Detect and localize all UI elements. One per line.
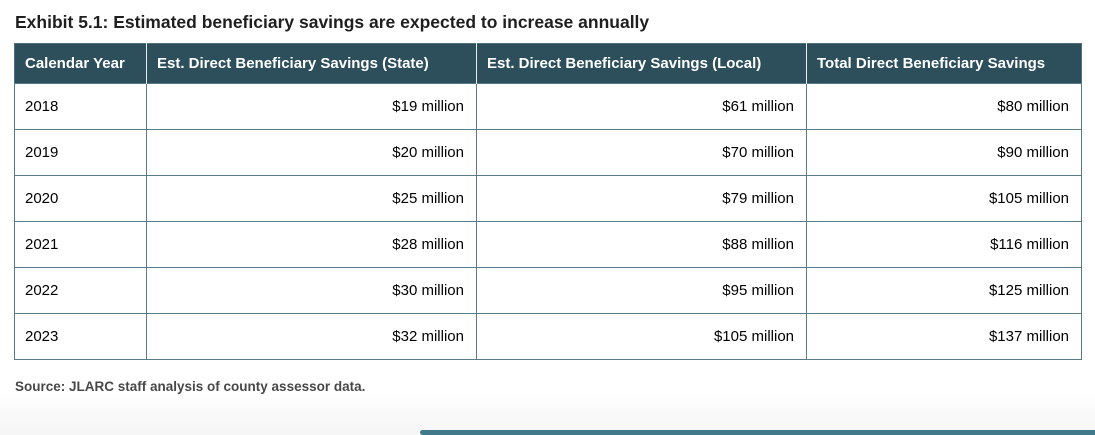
value-cell: $90 million xyxy=(806,129,1082,176)
year-cell: 2022 xyxy=(14,267,147,314)
value-cell: $25 million xyxy=(146,175,477,222)
value-cell: $105 million xyxy=(806,175,1082,222)
beneficiary-savings-table: Calendar Year Est. Direct Beneficiary Sa… xyxy=(14,43,1082,360)
value-cell: $28 million xyxy=(146,221,477,268)
year-cell: 2023 xyxy=(14,313,147,360)
value-cell: $30 million xyxy=(146,267,477,314)
year-cell: 2021 xyxy=(14,221,147,268)
value-cell: $88 million xyxy=(476,221,807,268)
table-header-row: Calendar Year Est. Direct Beneficiary Sa… xyxy=(14,43,1082,84)
value-cell: $70 million xyxy=(476,129,807,176)
table-row: 2022 $30 million $95 million $125 million xyxy=(14,267,1082,314)
value-cell: $19 million xyxy=(146,83,477,130)
table-row: 2018 $19 million $61 million $80 million xyxy=(14,83,1082,130)
value-cell: $137 million xyxy=(806,313,1082,360)
exhibit-title: Exhibit 5.1: Estimated beneficiary savin… xyxy=(15,12,650,32)
bottom-accent-bar xyxy=(420,430,1095,435)
table-row: 2020 $25 million $79 million $105 million xyxy=(14,175,1082,222)
value-cell: $61 million xyxy=(476,83,807,130)
table-row: 2019 $20 million $70 million $90 million xyxy=(14,129,1082,176)
value-cell: $79 million xyxy=(476,175,807,222)
value-cell: $32 million xyxy=(146,313,477,360)
year-cell: 2019 xyxy=(14,129,147,176)
source-note: Source: JLARC staff analysis of county a… xyxy=(15,379,366,394)
value-cell: $20 million xyxy=(146,129,477,176)
col-header-local-savings: Est. Direct Beneficiary Savings (Local) xyxy=(476,43,807,84)
value-cell: $116 million xyxy=(806,221,1082,268)
year-cell: 2020 xyxy=(14,175,147,222)
value-cell: $80 million xyxy=(806,83,1082,130)
value-cell: $125 million xyxy=(806,267,1082,314)
value-cell: $105 million xyxy=(476,313,807,360)
value-cell: $95 million xyxy=(476,267,807,314)
col-header-state-savings: Est. Direct Beneficiary Savings (State) xyxy=(146,43,477,84)
table-row: 2023 $32 million $105 million $137 million xyxy=(14,313,1082,360)
table-body: 2018 $19 million $61 million $80 million 201… xyxy=(14,83,1082,360)
year-cell: 2018 xyxy=(14,83,147,130)
col-header-total-savings: Total Direct Beneficiary Savings xyxy=(806,43,1082,84)
table-row: 2021 $28 million $88 million $116 million xyxy=(14,221,1082,268)
col-header-calendar-year: Calendar Year xyxy=(14,43,147,84)
